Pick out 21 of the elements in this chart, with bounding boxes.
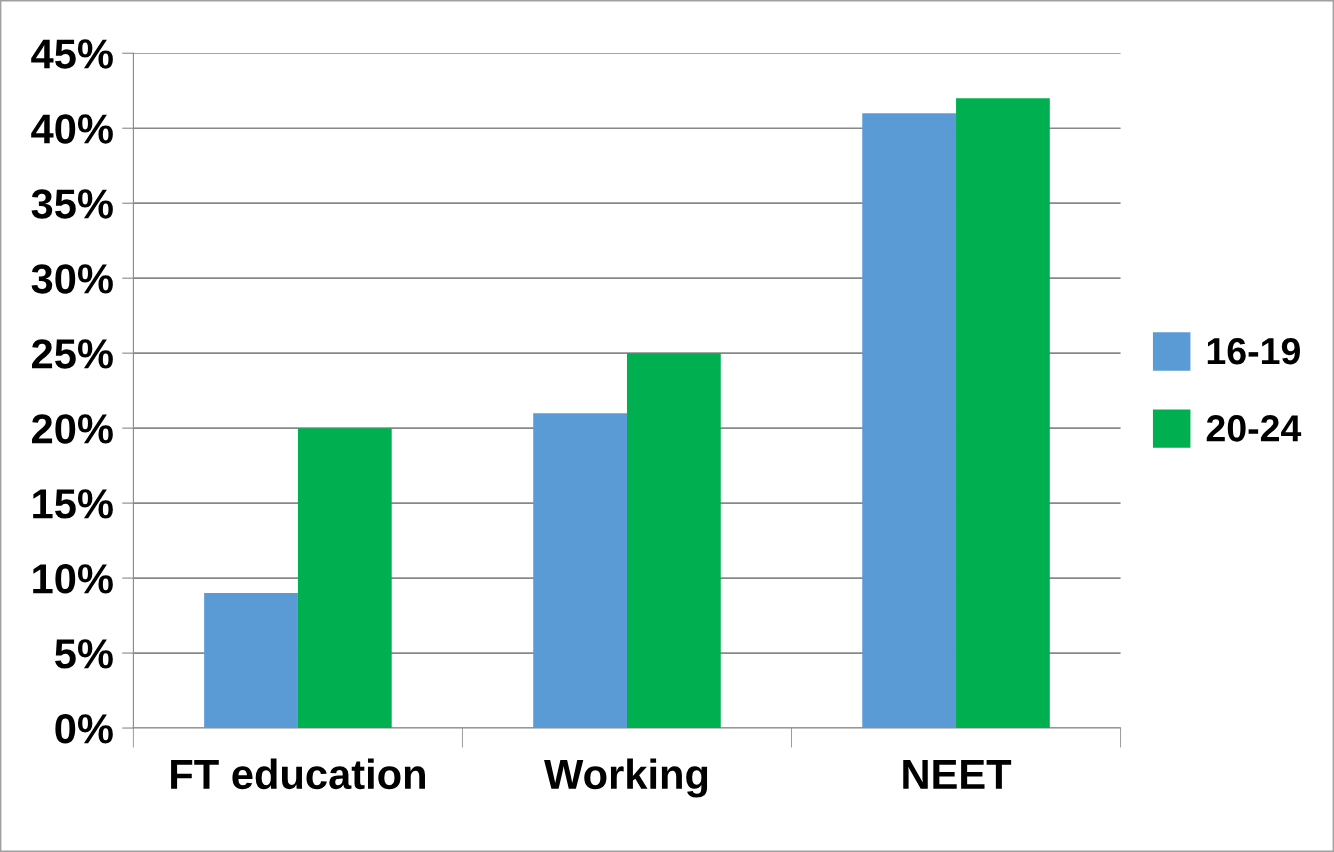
y-tick-label: 35% bbox=[31, 189, 113, 219]
y-tick-label: 45% bbox=[31, 39, 113, 69]
x-tick-label: NEET bbox=[903, 760, 1012, 789]
y-tick-label: 5% bbox=[55, 639, 113, 669]
y-tick-label: 40% bbox=[31, 114, 113, 144]
y-tick-label: 25% bbox=[32, 339, 113, 369]
x-tick-label: FT education bbox=[171, 758, 425, 790]
bar bbox=[297, 428, 392, 729]
x-tick-label: Working bbox=[544, 758, 708, 798]
legend-label: 20-24 bbox=[1206, 415, 1302, 442]
y-tick-label: 10% bbox=[33, 564, 113, 594]
bar bbox=[533, 413, 627, 729]
bar bbox=[626, 353, 721, 729]
bar bbox=[204, 593, 298, 729]
bar bbox=[956, 98, 1050, 729]
legend-label: 16-19 bbox=[1207, 337, 1300, 365]
y-tick-label: 20% bbox=[32, 414, 113, 444]
y-tick-label: 0% bbox=[55, 714, 113, 744]
y-tick-label: 30% bbox=[31, 264, 113, 294]
bar bbox=[862, 113, 957, 729]
y-tick-label: 15% bbox=[33, 489, 113, 519]
